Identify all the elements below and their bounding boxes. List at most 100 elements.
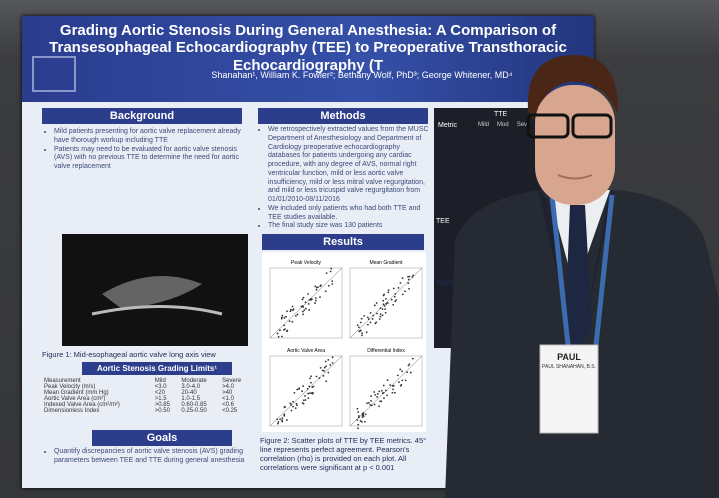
bullet-list: Quantify discrepancies of aortic valve s…: [44, 448, 254, 466]
agreement-line: [269, 355, 343, 427]
scatter-dot: [308, 309, 311, 311]
scatter-dot: [378, 390, 381, 393]
scatter-dot: [318, 377, 321, 380]
scatter-dot: [280, 316, 283, 319]
scatter-dot: [373, 391, 376, 393]
badge-first-name: PAUL: [557, 352, 581, 362]
scatter-dot: [364, 420, 366, 423]
scatter-dot: [404, 379, 407, 382]
table-cell: <20: [154, 390, 165, 396]
scatter-dot: [291, 320, 294, 323]
bullet: Quantify discrepancies of aortic valve s…: [54, 448, 254, 466]
scatter-dot: [381, 314, 384, 317]
scatter-dot: [310, 381, 312, 384]
scatter-dot: [292, 400, 295, 403]
scatter-dot: [277, 422, 279, 425]
bullet: The final study size was 130 patients: [268, 222, 430, 231]
scatter-dot: [290, 308, 292, 311]
scatter-dot: [329, 364, 332, 366]
plot-frame: [269, 355, 343, 427]
goals-text: Quantify discrepancies of aortic valve s…: [44, 448, 254, 466]
plot-title: Aortic Valve Area: [287, 348, 325, 354]
scatter-dot: [302, 399, 305, 402]
scatter-dot: [309, 392, 311, 394]
scatter-dot: [312, 385, 315, 388]
scatter-panel: Peak Velocity Mean Gradient Aortic Valve A…: [262, 252, 426, 432]
scatter-dot: [308, 298, 311, 301]
scatter-dot: [289, 310, 292, 313]
scatter-dot: [384, 297, 387, 300]
scatter-dot: [369, 312, 372, 314]
scatter-dot: [306, 388, 309, 390]
scatter-dot: [288, 320, 291, 323]
scatter-dot: [296, 313, 299, 316]
scatter-dot: [317, 286, 319, 289]
plot-frame: [349, 267, 423, 339]
scatter-dot: [314, 302, 316, 304]
scatter-dot: [330, 267, 333, 270]
figure-caption: Figure 2: Scatter plots of TTE by TEE me…: [260, 436, 427, 472]
column-label: Mild: [478, 122, 490, 128]
scatter-dot: [383, 397, 385, 400]
scatter-dot: [381, 389, 383, 392]
table-cell: >4.0: [222, 384, 234, 390]
bullet: We included only patients who had both T…: [268, 205, 430, 223]
scatter-dot: [281, 314, 284, 317]
table-cell: 1.0-1.5: [181, 396, 201, 402]
scatter-dot: [408, 275, 411, 278]
scatter-dot: [372, 314, 375, 317]
scatter-dot: [387, 291, 390, 294]
scatter-dot: [392, 287, 395, 290]
figure-caption: Figure 1: Mid-esophageal aortic valve lo…: [42, 350, 216, 359]
echo-image: [62, 234, 248, 346]
scatter-dot: [374, 393, 377, 396]
poster-title: Grading Aortic Stenosis During General A…: [49, 22, 567, 74]
scatter-dot: [392, 384, 395, 387]
scatter-dot: [361, 413, 364, 415]
scatter-dot: [387, 289, 390, 292]
table-cell: Peak Velocity (m/s): [44, 384, 96, 390]
table-side-label: TEE: [436, 218, 450, 225]
scatter-dot: [386, 379, 389, 382]
scatter-dot: [309, 377, 311, 380]
scatter-dot: [384, 311, 387, 314]
table-cell: 20-40: [181, 390, 197, 396]
table-row: Dimensionless Index >0.50 0.25-0.50 <0.25: [42, 408, 252, 414]
scatter-dot: [373, 403, 376, 406]
scatter-dot: [323, 366, 326, 369]
scatter-dot: [379, 400, 382, 403]
scatter-dot: [314, 285, 317, 288]
scatter-dot: [392, 303, 395, 306]
scatter-dot: [393, 295, 396, 298]
scatter-dot: [391, 391, 394, 394]
scatter-dot: [276, 418, 279, 421]
scatter-dot: [357, 415, 360, 417]
table-cell: Mean Gradient (mm Hg): [44, 390, 109, 396]
table-row: Measurement Mild Moderate Severe: [42, 378, 252, 384]
section-heading: Methods: [258, 108, 428, 124]
scatter-dot: [322, 374, 325, 377]
scatter-dot: [378, 405, 380, 408]
scatter-dot: [281, 335, 283, 338]
scatter-dot: [395, 299, 398, 301]
scatter-dot: [301, 390, 304, 393]
scatter-dot: [310, 375, 312, 378]
scatter-dot: [390, 298, 393, 301]
bullet: Patients may need to be evaluated for ao…: [54, 146, 244, 172]
scatter-dot: [331, 283, 334, 285]
scatter-dot: [327, 371, 330, 374]
scatter-dot: [283, 316, 286, 319]
scatter-dot: [315, 288, 318, 291]
section-heading: Background: [42, 108, 242, 124]
scatter-dot: [399, 282, 402, 284]
plot-frame: [269, 267, 343, 339]
scatter-dot: [363, 314, 366, 317]
scatter-dot: [319, 366, 322, 369]
scatter-dot: [380, 400, 383, 403]
table-columns: Mild Mod Sev: [478, 122, 527, 128]
scatter-dot: [307, 392, 310, 395]
scatter-dot: [285, 419, 288, 421]
scatter-dot: [284, 328, 286, 331]
authors: Shanahan¹, William K. Fowler²; Bethany W…: [211, 70, 513, 80]
